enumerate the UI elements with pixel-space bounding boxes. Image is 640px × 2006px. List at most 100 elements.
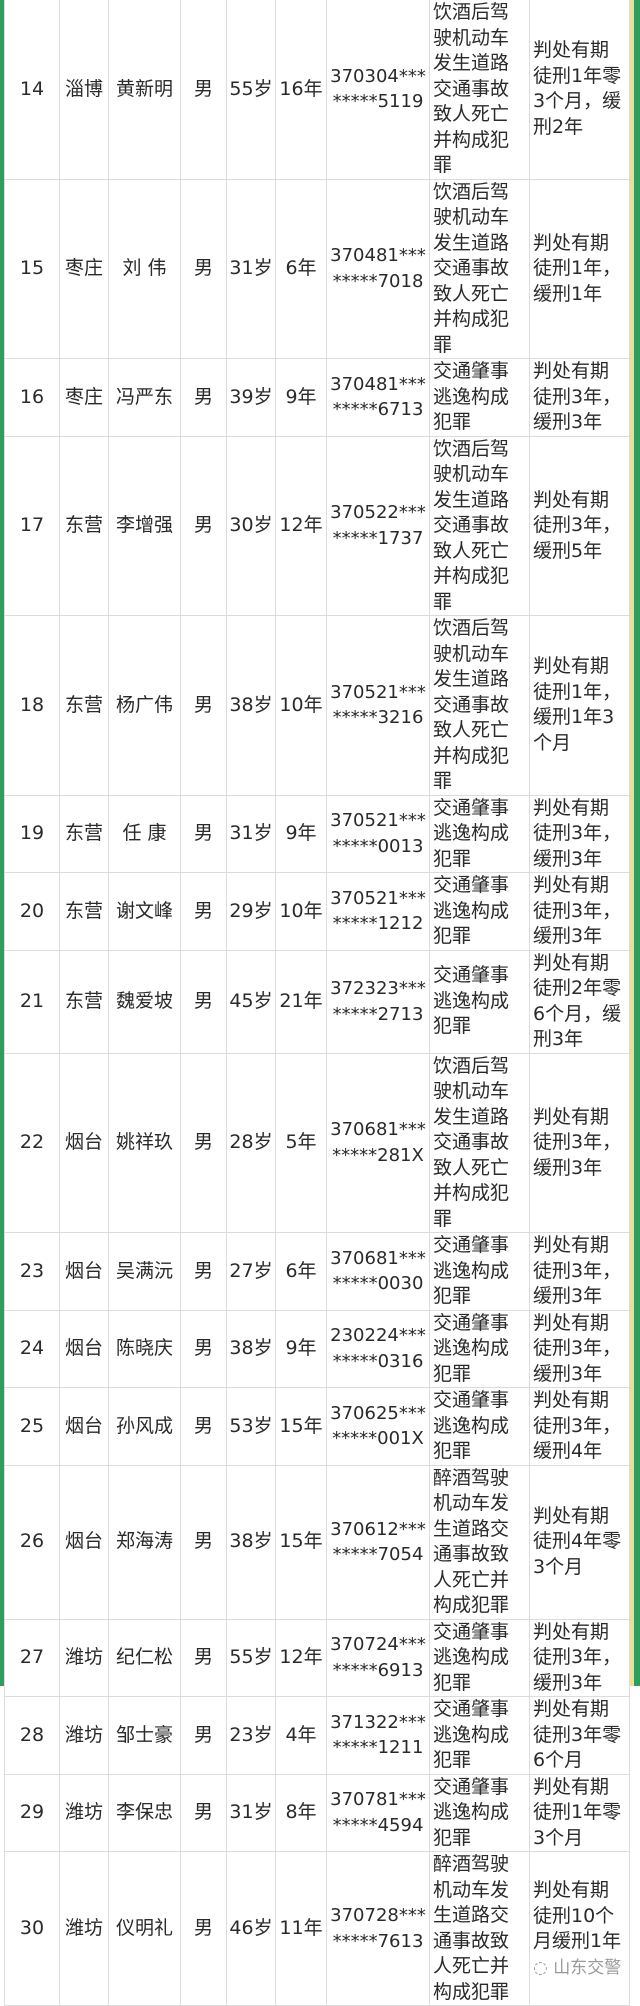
- cell-id-number: 370522*** *****1737: [326, 435, 430, 616]
- watermark-text: 山东交警: [553, 1957, 622, 1978]
- cell-person-name: 邹士豪: [108, 1696, 181, 1775]
- cell-offense: 饮酒后驾驶机动车发生道路交通事故致人死亡并构成犯罪: [429, 1052, 530, 1233]
- cell-age: 29岁: [226, 872, 276, 951]
- id-part: 370521***: [330, 681, 426, 703]
- cell-city: 东营: [59, 794, 109, 873]
- cell-offense: 饮酒后驾驶机动车发生道路交通事故致人死亡并构成犯罪: [429, 178, 530, 359]
- cell-age: 38岁: [226, 1309, 276, 1388]
- id-part: 372323***: [330, 978, 426, 999]
- cell-license-years: 9年: [275, 358, 327, 437]
- penalty-text: 判处有期徒刑3年，缓刑3年: [533, 360, 622, 433]
- id-part: *****1211: [332, 1737, 424, 1759]
- id-part: 370625***: [330, 1402, 426, 1424]
- id-part: *****7054: [332, 1544, 424, 1565]
- cell-person-name: 陈晓庆: [108, 1309, 181, 1388]
- cell-person-name: 郑海涛: [108, 1464, 181, 1620]
- cell-city: 枣庄: [59, 178, 109, 359]
- cell-license-years: 6年: [275, 1232, 327, 1311]
- cell-row-number: 14: [4, 0, 60, 180]
- cell-license-years: 21年: [275, 949, 327, 1054]
- penalty-text: 判处有期徒刑4年零3个月: [533, 1504, 622, 1578]
- cell-penalty: 判处有期徒刑1年，缓刑1年: [529, 178, 630, 359]
- cell-license-years: 10年: [275, 615, 327, 796]
- table-row: 27 潍坊 纪仁松男 55岁 12年 370724*** *****6913 交通肇事逃逸构成…: [4, 1618, 630, 1697]
- cell-person-name: 吴满沅: [108, 1232, 181, 1311]
- cell-gender: 男: [180, 872, 227, 951]
- cell-city: 潍坊: [59, 1618, 109, 1697]
- table-row: 21 东营 魏爱坡男 45岁 21年 372323*** *****2713 交通肇事逃逸构成…: [4, 949, 630, 1054]
- cell-id-number: 370781*** *****4594: [326, 1773, 430, 1852]
- cell-city: 烟台: [59, 1052, 109, 1233]
- cell-person-name: 魏爱坡: [108, 949, 181, 1054]
- cell-age: 55岁: [226, 1618, 276, 1697]
- cell-penalty: 判处有期徒刑1年零3个月，缓刑2年: [529, 0, 630, 180]
- cell-row-number: 27: [4, 1618, 60, 1697]
- cell-id-number: 372323*** *****2713: [326, 949, 430, 1054]
- penalty-text: 判处有期徒刑3年，缓刑3年: [533, 1311, 622, 1385]
- id-part: 370612***: [330, 1518, 426, 1540]
- id-part: 370521***: [330, 887, 426, 909]
- id-part: 370781***: [330, 1789, 426, 1811]
- cell-person-name: 姚祥玖: [108, 1052, 181, 1233]
- cell-row-number: 16: [4, 358, 60, 437]
- cell-offense: 醉酒驾驶机动车发生道路交通事故致人死亡并构成犯罪: [429, 1851, 530, 2006]
- cell-penalty: 判处有期徒刑3年，缓刑3年: [529, 358, 630, 437]
- penalty-text: 判处有期徒刑3年，缓刑3年: [533, 796, 622, 870]
- cell-penalty: 判处有期徒刑3年，缓刑5年: [529, 435, 630, 616]
- id-part: *****1212: [332, 913, 424, 935]
- cell-row-number: 15: [4, 178, 60, 359]
- cell-gender: 男: [180, 794, 227, 873]
- cell-age: 30岁: [226, 435, 276, 616]
- table-row: 15 枣庄刘 伟男 31岁 6年 370481*** *****7018 饮酒后驾驶机动车发…: [4, 178, 630, 359]
- cell-gender: 男: [180, 1387, 227, 1466]
- cell-age: 45岁: [226, 949, 276, 1054]
- cell-row-number: 29: [4, 1773, 60, 1852]
- cell-age: 46岁: [226, 1851, 276, 2006]
- cell-penalty: 判处有期徒刑3年，缓刑3年: [529, 1232, 630, 1311]
- cell-gender: 男: [180, 178, 227, 359]
- penalty-text: 判处有期徒刑1年，缓刑1年3个月: [533, 655, 622, 754]
- table-row: 28 潍坊 邹士豪男 23岁 4年 371322*** *****1211 交通肇事逃逸构成犯…: [4, 1696, 630, 1775]
- cell-city: 东营: [59, 615, 109, 796]
- cell-age: 23岁: [226, 1696, 276, 1775]
- table-row: 23 烟台 吴满沅男 27岁 6年 370681*** *****0030 交通肇事逃逸构成犯…: [4, 1232, 630, 1311]
- table-row: 25 烟台 孙风成男 53岁 15年 370625*** *****001X 交通肇事逃逸构成…: [4, 1387, 630, 1466]
- id-part: 370481***: [330, 373, 426, 395]
- cell-penalty: 判处有期徒刑3年，缓刑3年: [529, 1052, 630, 1233]
- cell-offense: 交通肇事逃逸构成犯罪: [429, 794, 530, 873]
- cell-license-years: 12年: [275, 1618, 327, 1697]
- cell-person-name: 冯严东: [108, 358, 181, 437]
- right-yellow-border: [629, 0, 634, 1686]
- cell-person-name: 谢文峰: [108, 872, 181, 951]
- id-part: *****4594: [332, 1814, 424, 1836]
- cell-id-number: 370304*** *****5119: [326, 0, 430, 180]
- cell-age: 28岁: [226, 1052, 276, 1233]
- cell-penalty: 判处有期徒刑3年，缓刑4年: [529, 1387, 630, 1466]
- cell-offense: 交通肇事逃逸构成犯罪: [429, 1618, 530, 1697]
- cell-offense: 交通肇事逃逸构成犯罪: [429, 1309, 530, 1388]
- cell-id-number: 370481*** *****7018: [326, 178, 430, 359]
- wechat-icon: ◌: [533, 1957, 554, 1978]
- cell-offense: 交通肇事逃逸构成犯罪: [429, 1387, 530, 1466]
- violator-table: 14 淄博 黄新明男 55岁 16年 370304*** *****5119 饮酒后驾驶机动车…: [4, 0, 630, 2006]
- cell-gender: 男: [180, 358, 227, 437]
- table-row: 16 枣庄 冯严东男 39岁 9年 370481*** *****6713 交通肇事逃逸构成犯…: [4, 358, 630, 437]
- cell-city: 潍坊: [59, 1851, 109, 2006]
- cell-gender: 男: [180, 615, 227, 796]
- id-part: 370728***: [330, 1905, 426, 1926]
- cell-city: 烟台: [59, 1387, 109, 1466]
- id-part: *****0013: [332, 835, 424, 857]
- penalty-text: 判处有期徒刑3年，缓刑3年: [533, 1620, 622, 1694]
- id-part: 371322***: [330, 1711, 426, 1733]
- cell-age: 53岁: [226, 1387, 276, 1466]
- cell-license-years: 9年: [275, 794, 327, 873]
- table-row: 17 东营 李增强男 30岁 12年 370522*** *****1737 饮酒后驾驶机动车…: [4, 435, 630, 616]
- cell-penalty: 判处有期徒刑2年零6个月，缓刑3年: [529, 949, 630, 1054]
- cell-row-number: 19: [4, 794, 60, 873]
- cell-license-years: 12年: [275, 435, 327, 616]
- cell-city: 烟台: [59, 1309, 109, 1388]
- cell-gender: 男: [180, 1232, 227, 1311]
- cell-city: 东营: [59, 435, 109, 616]
- cell-id-number: 370521*** *****3216: [326, 615, 430, 796]
- penalty-text: 判处有期徒刑1年零3个月: [533, 1775, 622, 1849]
